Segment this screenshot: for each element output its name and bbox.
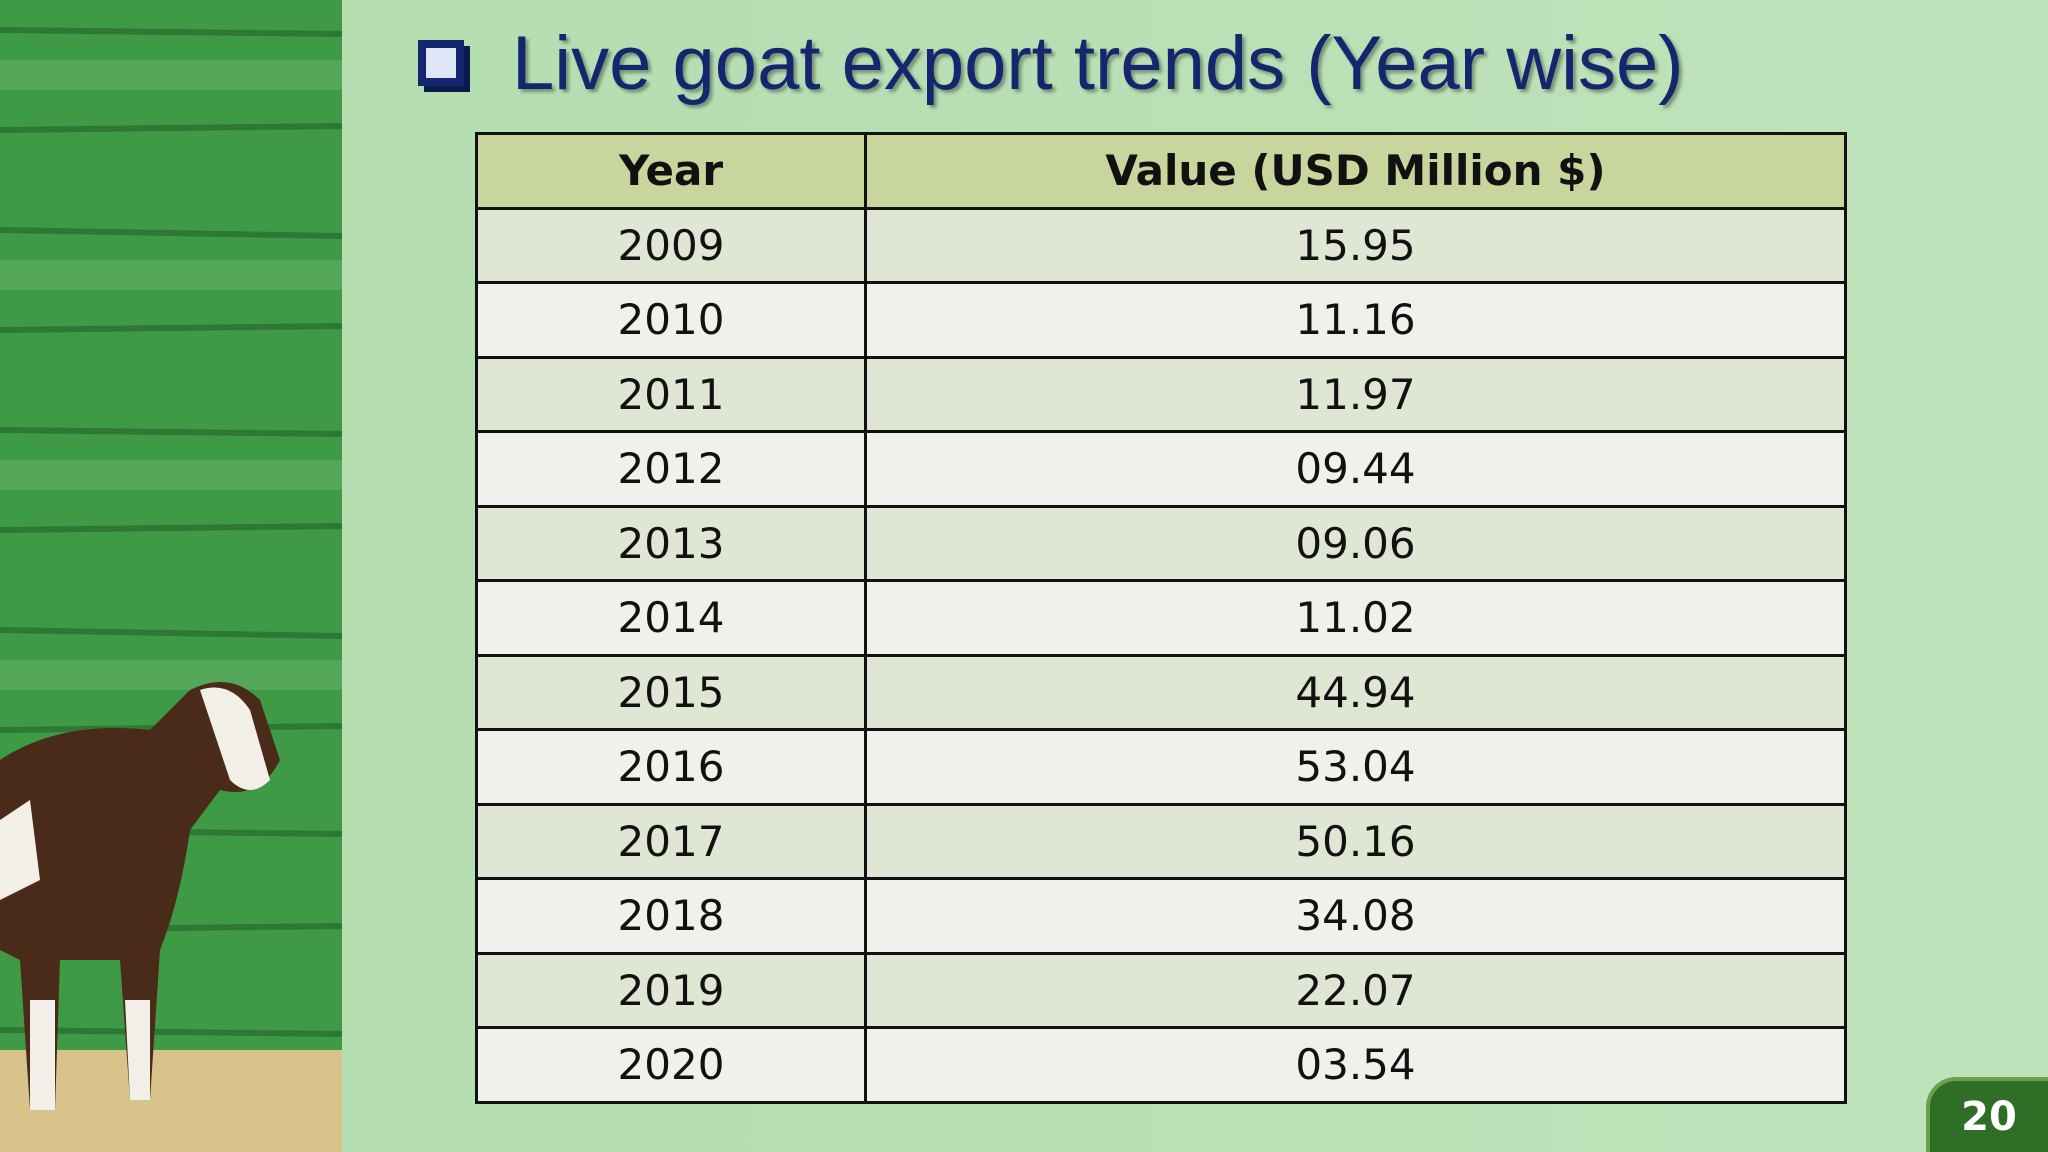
table-row: 2020 03.54 [475, 1026, 1847, 1104]
table-row: 2014 11.02 [475, 579, 1847, 657]
goat-image [0, 0, 342, 1152]
table-row: 2017 50.16 [475, 802, 1847, 880]
table-row: 2011 11.97 [475, 355, 1847, 433]
year-cell: 2009 [475, 206, 867, 284]
value-cell: 03.54 [864, 1026, 1847, 1104]
value-cell: 11.16 [864, 281, 1847, 359]
year-cell: 2018 [475, 877, 867, 955]
page-number: 20 [1926, 1077, 2048, 1152]
year-cell: 2020 [475, 1026, 867, 1104]
bullet-icon [418, 40, 464, 86]
column-header: Value (USD Million $) [864, 132, 1847, 210]
export-table: Year Value (USD Million $) 2009 15.95 2010 11… [475, 132, 1847, 1104]
slide-title: Live goat export trends (Year wise) [418, 18, 1684, 108]
value-cell: 44.94 [864, 653, 1847, 731]
table-row: 2009 15.95 [475, 206, 1847, 284]
table-row: 2018 34.08 [475, 877, 1847, 955]
header-row: Year Value (USD Million $) [475, 132, 1847, 210]
year-cell: 2010 [475, 281, 867, 359]
year-cell: 2017 [475, 802, 867, 880]
table-row: 2012 09.44 [475, 430, 1847, 508]
year-cell: 2011 [475, 355, 867, 433]
year-cell: 2015 [475, 653, 867, 731]
table-row: 2016 53.04 [475, 728, 1847, 806]
table-row: 2013 09.06 [475, 504, 1847, 582]
value-cell: 11.02 [864, 579, 1847, 657]
value-cell: 11.97 [864, 355, 1847, 433]
value-cell: 34.08 [864, 877, 1847, 955]
value-cell: 50.16 [864, 802, 1847, 880]
value-cell: 09.06 [864, 504, 1847, 582]
value-cell: 15.95 [864, 206, 1847, 284]
value-cell: 53.04 [864, 728, 1847, 806]
table-row: 2019 22.07 [475, 951, 1847, 1029]
value-cell: 22.07 [864, 951, 1847, 1029]
year-cell: 2014 [475, 579, 867, 657]
title-text: Live goat export trends (Year wise) [512, 20, 1684, 106]
year-cell: 2019 [475, 951, 867, 1029]
column-header: Year [475, 132, 867, 210]
value-cell: 09.44 [864, 430, 1847, 508]
year-cell: 2016 [475, 728, 867, 806]
table-row: 2015 44.94 [475, 653, 1847, 731]
table-row: 2010 11.16 [475, 281, 1847, 359]
year-cell: 2012 [475, 430, 867, 508]
year-cell: 2013 [475, 504, 867, 582]
